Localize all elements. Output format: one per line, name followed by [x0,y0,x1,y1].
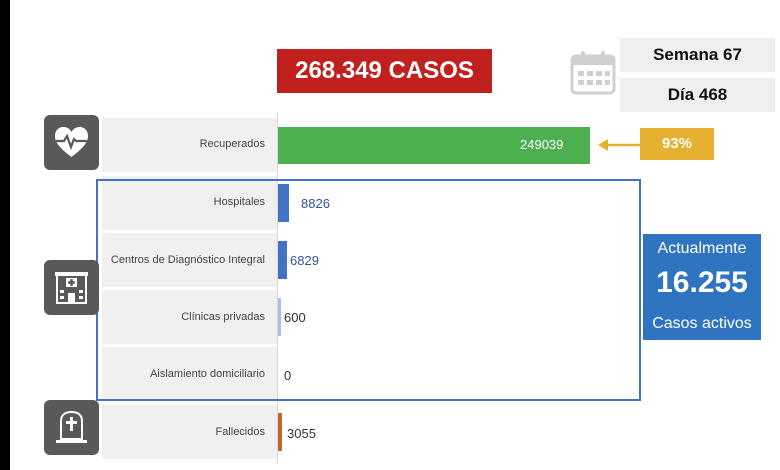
bar-deceased [278,413,282,451]
data-label-deceased: 3055 [287,426,316,441]
active-cases-box [643,234,761,340]
tick-label-recovered: Recuperados [199,138,265,150]
tick-label-home: Aislamiento domiciliario [150,368,265,380]
bar-hospitals [278,184,290,222]
hospital-icon-box [44,260,99,315]
week-label: Semana 67 [653,45,742,64]
row-bg-hospitals [102,176,278,230]
row-bg-deceased [102,405,278,459]
data-label-cdi: 6829 [290,253,319,268]
data-label-hospitals: 8826 [301,196,330,211]
category-axis [277,112,278,464]
hospital-icon [55,272,88,304]
tombstone-icon-box [44,400,99,455]
data-label-recovered: 249039 [520,137,564,152]
row-bg-home [102,347,278,401]
tombstone-icon [56,410,87,443]
day-label: Día 468 [667,85,728,104]
tick-label-private: Clínicas privadas [181,311,265,323]
total-cases-box [277,49,492,93]
bar-recovered [278,127,590,164]
recovered-pct-badge: 93% [640,128,714,160]
data-label-private: 600 [284,310,306,325]
bar-private [278,298,281,336]
active-label-top: Actualmente [657,240,747,257]
calendar-icon [570,51,616,95]
day-box [620,78,775,112]
heart-pulse-icon [55,127,88,157]
heart-icon-box [44,115,99,170]
week-box [620,38,775,72]
active-label-bottom: Casos activos [652,315,752,332]
tick-label-hospitals: Hospitales [213,196,265,208]
active-value: 16.255 [656,266,748,299]
row-bg-cdi [102,233,278,287]
infographic: 268.349 CASOS Semana 67 Día 468 Recupera… [10,0,780,470]
row-bg-recovered [102,118,278,172]
tick-label-cdi: Centros de Diagnóstico Integral [110,254,265,266]
row-bg-private [102,290,278,344]
arrow-left-icon [598,139,646,151]
hospitalized-group-frame [96,179,641,401]
total-cases-text: 268.349 CASOS [295,57,474,84]
tick-label-deceased: Fallecidos [215,426,265,438]
data-label-home: 0 [284,368,292,383]
bar-cdi [278,241,287,279]
